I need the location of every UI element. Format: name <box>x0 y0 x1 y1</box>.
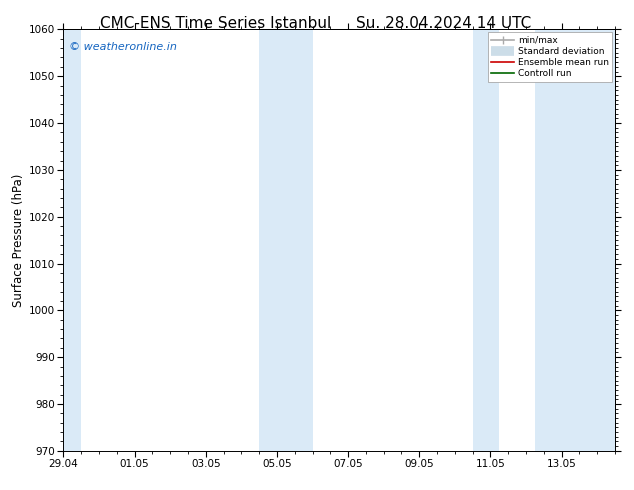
Y-axis label: Surface Pressure (hPa): Surface Pressure (hPa) <box>11 173 25 307</box>
Bar <box>60 29 81 451</box>
Bar <box>259 29 286 451</box>
Bar <box>535 29 562 451</box>
Bar <box>472 29 500 451</box>
Legend: min/max, Standard deviation, Ensemble mean run, Controll run: min/max, Standard deviation, Ensemble me… <box>488 32 612 82</box>
Bar <box>562 29 615 451</box>
Text: CMC-ENS Time Series Istanbul: CMC-ENS Time Series Istanbul <box>100 16 331 31</box>
Text: © weatheronline.in: © weatheronline.in <box>69 42 177 52</box>
Bar <box>286 29 313 451</box>
Text: Su. 28.04.2024 14 UTC: Su. 28.04.2024 14 UTC <box>356 16 531 31</box>
